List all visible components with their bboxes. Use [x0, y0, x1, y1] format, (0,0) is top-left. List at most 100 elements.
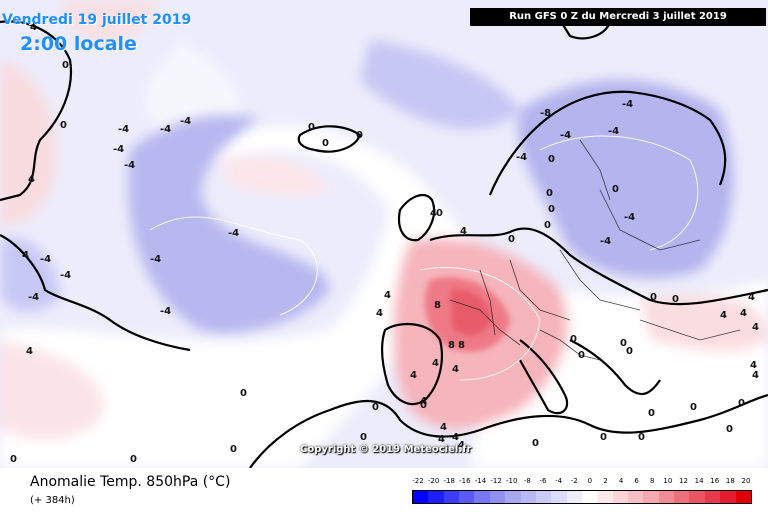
anomaly-field	[0, 0, 768, 468]
border-line	[479, 269, 496, 336]
warm-anomaly-greenland	[0, 60, 57, 226]
map-value-label: 0	[322, 138, 329, 149]
map-value-label: 4	[460, 226, 467, 237]
map-value-label: 0	[60, 120, 67, 131]
map-value-label: 4	[420, 396, 427, 407]
map-value-label: -4	[608, 126, 619, 137]
legend-label: 4	[618, 477, 624, 485]
map-value-label: 4	[440, 422, 447, 433]
valid-date: Vendredi 19 juillet 2019	[2, 12, 192, 28]
map-value-label: -4	[622, 99, 633, 110]
legend-label: 16	[710, 477, 720, 485]
map-value-label: 8	[448, 340, 455, 351]
contour-line	[539, 135, 699, 251]
map-value-label: 4	[720, 310, 727, 321]
map-value-label: 4	[752, 322, 759, 333]
legend-label: 6	[634, 477, 639, 485]
cold-anomaly-greenland-sea	[360, 40, 520, 129]
legend-swatch	[704, 491, 721, 503]
border-line	[539, 329, 601, 361]
map-value-label: 0	[230, 444, 237, 455]
anomaly-contours	[149, 135, 699, 381]
legend-label: -2	[570, 477, 578, 485]
run-info: Run GFS 0 Z du Mercredi 3 juillet 2019	[470, 8, 766, 26]
legend-label: 2	[603, 477, 608, 485]
map-value-label: 0	[508, 234, 515, 245]
map-value-label: 0	[546, 188, 553, 199]
map-value-label: 0	[548, 154, 555, 165]
legend-swatch	[535, 491, 552, 503]
cold-anomaly-north-atlantic	[128, 114, 330, 334]
contour-line	[419, 266, 541, 381]
neutral-zone	[0, 126, 470, 468]
legend-label: -8	[523, 477, 531, 485]
legend-swatch	[489, 491, 506, 503]
legend-label: 8	[650, 477, 655, 485]
cold-anomaly-scandinavia	[518, 80, 734, 278]
map-value-label: -4	[180, 116, 191, 127]
country-borders	[449, 139, 741, 361]
map-value-label: 4	[752, 370, 759, 381]
product-title: Anomalie Temp. 850hPa (°C)	[30, 474, 231, 490]
coastline-balkans	[569, 339, 661, 396]
map-value-label: 4	[740, 308, 747, 319]
map-value-label: 0	[356, 130, 363, 141]
lead-time: (+ 384h)	[30, 495, 75, 506]
map-value-label: 4	[452, 364, 459, 375]
legend-label: -20	[427, 477, 440, 485]
warm-anomaly-iceland	[60, 0, 160, 43]
legend-label: -6	[539, 477, 547, 485]
map-value-label: 8	[434, 300, 441, 311]
map-value-label: 4	[376, 308, 383, 319]
map-value-label: -4	[150, 254, 161, 265]
map-value-label: 4	[22, 250, 29, 261]
legend-label: -12	[490, 477, 502, 485]
legend-swatch	[658, 491, 675, 503]
map-value-label: 0	[570, 334, 577, 345]
map-value-label: 4	[384, 290, 391, 301]
border-line	[509, 259, 571, 321]
coastline-north-africa	[249, 393, 768, 468]
map-value-label: 4	[30, 22, 37, 33]
map-value-label: -4	[118, 124, 129, 135]
warm-anomaly-turkey	[640, 294, 768, 352]
map-value-label: 0	[240, 388, 247, 399]
legend-swatch	[597, 491, 613, 503]
legend-label: -14	[474, 477, 487, 485]
map-value-label: -4	[60, 270, 71, 281]
map-value-label: 0	[578, 350, 585, 361]
map-value-label: 4	[748, 292, 755, 303]
map-value-label: -4	[28, 292, 39, 303]
map-value-label: 0	[10, 454, 17, 465]
legend-swatch	[459, 491, 475, 503]
warm-anomaly-atlantic-north	[220, 156, 330, 196]
map-value-label: 4	[452, 432, 459, 443]
map-value-label: 0	[626, 346, 633, 357]
coastline-europe-north	[429, 227, 768, 306]
legend-swatch	[520, 491, 536, 503]
legend-label: -22	[412, 477, 424, 485]
coastline-iceland	[297, 125, 362, 153]
legend-swatch	[551, 491, 567, 503]
warm-anomaly-atlantic-south	[0, 340, 104, 440]
map-value-label: 0	[648, 408, 655, 419]
legend-swatch	[505, 491, 521, 503]
legend-swatch	[612, 491, 629, 503]
color-legend	[412, 490, 752, 504]
border-line	[559, 249, 641, 311]
map-value-label: 4	[410, 370, 417, 381]
coastline-north-america	[0, 234, 191, 352]
legend-label: 10	[663, 477, 673, 485]
map-value-label: -4	[516, 152, 527, 163]
contour-line	[149, 216, 318, 316]
map-value-label: 0	[436, 208, 443, 219]
coastlines	[0, 10, 768, 468]
map-value-label: 0	[532, 438, 539, 449]
map-value-label: 0	[690, 402, 697, 413]
coastline-iberia	[381, 323, 443, 406]
map-value-label: 4	[430, 208, 437, 219]
legend-swatch	[443, 491, 460, 503]
legend-label: 0	[587, 477, 593, 485]
